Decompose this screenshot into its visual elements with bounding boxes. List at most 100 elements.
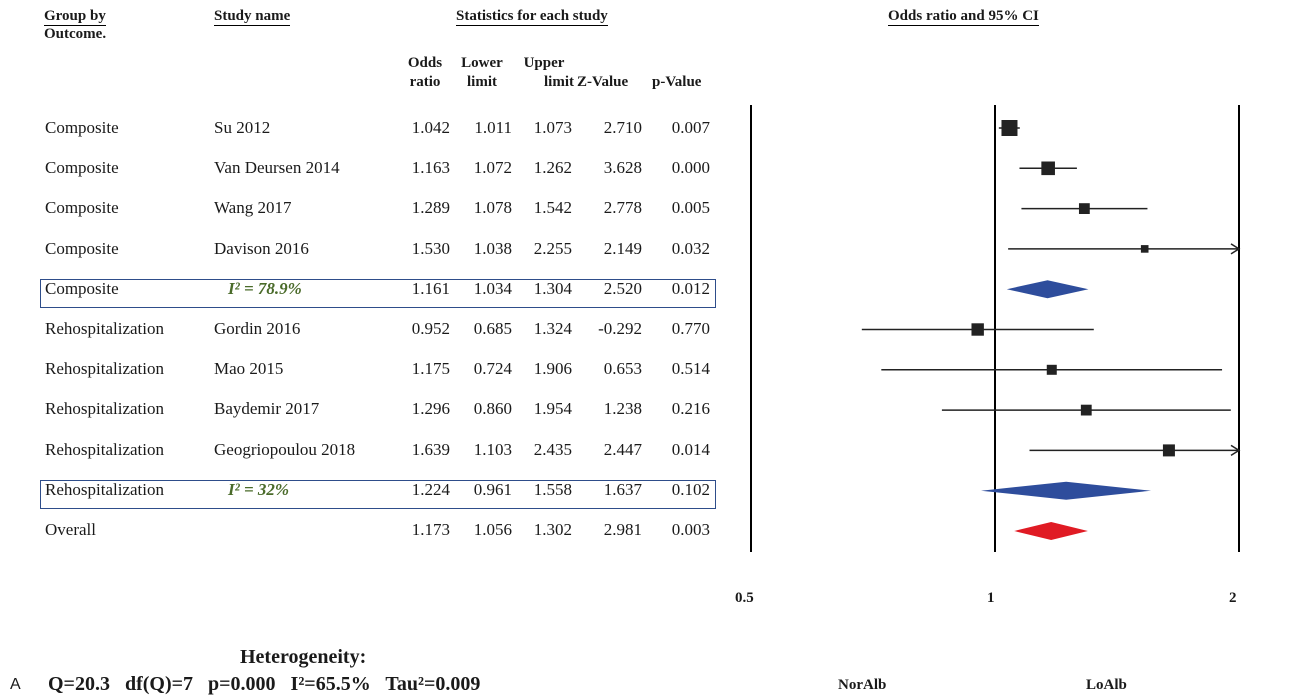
row-upper-limit: 2.435	[533, 439, 572, 459]
row-group: Rehospitalization	[45, 479, 164, 499]
row-odds-ratio: 1.639	[411, 439, 450, 459]
header-stats-label: Statistics for each study	[456, 8, 608, 26]
row-lower-limit: 1.103	[473, 439, 512, 459]
overall-diamond	[1014, 522, 1088, 540]
panel-label: A	[10, 676, 21, 693]
row-odds-ratio: 1.175	[411, 359, 450, 379]
row-z-value: 0.653	[603, 359, 642, 379]
row-lower-limit: 1.038	[473, 238, 512, 258]
row-lower-limit: 1.056	[473, 520, 512, 539]
row-group: Rehospitalization	[45, 319, 164, 338]
row-z-value: 2.149	[603, 238, 642, 258]
col-p: p-Value	[652, 74, 702, 90]
row-study-name: Mao 2015	[214, 359, 284, 379]
row-group: Composite	[45, 238, 119, 258]
row-lower-limit: 1.078	[473, 198, 512, 218]
row-p-value: 0.007	[671, 118, 710, 137]
row-odds-ratio: 1.161	[411, 278, 450, 298]
header-study-label: Study name	[214, 8, 291, 26]
col-ll-line2: limit	[467, 74, 497, 90]
row-z-value: 2.778	[603, 198, 642, 218]
point-estimate-square	[1162, 444, 1175, 457]
point-estimate-square	[1001, 120, 1018, 136]
row-group: Overall	[45, 520, 96, 539]
row-z-value: -0.292	[598, 319, 642, 338]
row-z-value: 2.710	[603, 118, 642, 137]
row-upper-limit: 1.324	[533, 319, 572, 338]
col-or-line1: Odds	[407, 55, 443, 71]
row-z-value: 2.447	[603, 439, 642, 459]
subgroup-diamond	[980, 481, 1152, 500]
heterogeneity-i2: I² = 32%	[228, 479, 290, 499]
row-p-value: 0.000	[671, 158, 710, 178]
rehospitalization-summary-box	[40, 480, 716, 509]
row-group: Composite	[45, 158, 119, 178]
row-lower-limit: 0.860	[473, 399, 512, 419]
row-p-value: 0.102	[671, 479, 710, 499]
subgroup-diamond	[1006, 280, 1089, 299]
row-lower-limit: 0.961	[473, 479, 512, 499]
col-or-line2: ratio	[409, 74, 441, 90]
col-ul-line1: Upper	[523, 55, 565, 71]
row-study-name: Gordin 2016	[214, 319, 301, 338]
row-p-value: 0.014	[671, 439, 710, 459]
row-upper-limit: 1.906	[533, 359, 572, 379]
header-group-line2: Outcome.	[44, 26, 107, 42]
ci-arrow	[1230, 243, 1241, 255]
heterogeneity-title: Heterogeneity:	[240, 646, 367, 668]
row-z-value: 3.628	[603, 158, 642, 178]
ci-arrow	[1230, 444, 1241, 457]
row-study-name: Baydemir 2017	[214, 399, 320, 419]
header-plot-label: Odds ratio and 95% CI	[888, 8, 1039, 26]
row-odds-ratio: 1.163	[411, 158, 450, 178]
row-p-value: 0.005	[671, 198, 710, 218]
row-p-value: 0.003	[671, 520, 710, 539]
row-odds-ratio: 0.952	[411, 319, 450, 338]
row-lower-limit: 0.724	[473, 359, 512, 379]
row-z-value: 1.637	[603, 479, 642, 499]
x-tick-1: 1	[987, 590, 995, 606]
row-upper-limit: 1.542	[533, 198, 572, 218]
point-estimate-square	[1041, 161, 1055, 176]
row-odds-ratio: 1.530	[411, 238, 450, 258]
row-p-value: 0.032	[671, 238, 710, 258]
point-estimate-square	[1140, 245, 1149, 253]
row-odds-ratio: 1.224	[411, 479, 450, 499]
row-group: Composite	[45, 118, 119, 137]
row-study-name: Van Deursen 2014	[214, 158, 340, 178]
row-group: Rehospitalization	[45, 439, 164, 459]
composite-summary-box	[40, 279, 716, 308]
row-study-name: Su 2012	[214, 118, 271, 137]
col-ul-line2: limit	[544, 74, 574, 90]
col-z: Z-Value	[577, 74, 629, 90]
point-estimate-square	[1080, 404, 1092, 416]
row-upper-limit: 1.302	[533, 520, 572, 539]
row-upper-limit: 1.304	[533, 278, 572, 298]
row-lower-limit: 1.011	[474, 118, 512, 137]
left-direction-label: NorAlb	[838, 677, 887, 693]
row-lower-limit: 0.685	[473, 319, 512, 338]
header-plot: Odds ratio and 95% CI	[888, 8, 1039, 26]
row-z-value: 2.520	[603, 278, 642, 298]
row-upper-limit: 2.255	[533, 238, 572, 258]
row-group: Composite	[45, 278, 119, 298]
row-odds-ratio: 1.042	[411, 118, 450, 137]
row-group: Rehospitalization	[45, 359, 164, 379]
row-odds-ratio: 1.296	[411, 399, 450, 419]
row-odds-ratio: 1.289	[411, 198, 450, 218]
row-p-value: 0.216	[671, 399, 710, 419]
header-stats: Statistics for each study	[456, 8, 608, 26]
right-direction-label: LoAlb	[1086, 677, 1127, 693]
row-upper-limit: 1.262	[533, 158, 572, 178]
x-tick-2: 2	[1229, 590, 1237, 606]
row-upper-limit: 1.558	[533, 479, 572, 499]
row-study-name: Davison 2016	[214, 238, 309, 258]
row-p-value: 0.514	[671, 359, 710, 379]
point-estimate-square	[1046, 364, 1057, 375]
row-lower-limit: 1.072	[473, 158, 512, 178]
row-z-value: 2.981	[603, 520, 642, 539]
col-ll-line1: Lower	[461, 55, 503, 71]
row-odds-ratio: 1.173	[411, 520, 450, 539]
row-study-name: Geogriopoulou 2018	[214, 439, 356, 459]
